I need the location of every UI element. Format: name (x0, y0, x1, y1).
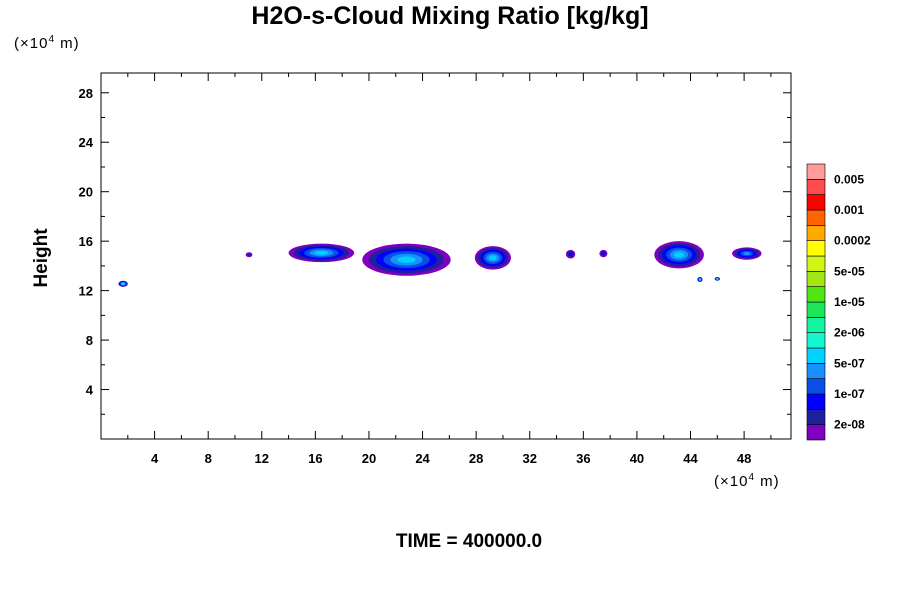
colorbar-label: 2e-06 (834, 326, 865, 340)
x-tick-label: 8 (205, 451, 212, 466)
colorbar-swatch (806, 163, 826, 180)
x-tick-label: 20 (362, 451, 376, 466)
cloud-11-level-4 (743, 252, 751, 256)
cloud-3-level-5 (314, 250, 329, 255)
x-axis-unit: (×104 m) (714, 472, 780, 490)
y-tick-label: 16 (79, 234, 93, 249)
y-tick-label: 20 (79, 185, 93, 200)
cloud-9-level-7 (699, 278, 701, 281)
colorbar-swatch (806, 317, 826, 333)
colorbar-swatch (806, 240, 826, 257)
colorbar-swatch (806, 194, 826, 211)
colorbar-swatch (806, 179, 826, 195)
colorbar-label: 0.0002 (834, 234, 871, 248)
y-tick-label: 8 (86, 333, 93, 348)
colorbar-label: 5e-07 (834, 356, 865, 370)
colorbar-swatch (806, 286, 826, 303)
y-tick-label: 4 (86, 383, 94, 398)
x-tick-label: 44 (683, 451, 698, 466)
x-tick-label: 36 (576, 451, 590, 466)
chart-title: H2O-s-Cloud Mixing Ratio [kg/kg] (251, 2, 649, 30)
y-tick-label: 24 (79, 135, 94, 150)
colorbar-swatch (806, 225, 826, 241)
cloud-regions (118, 241, 762, 287)
colorbar-label: 0.001 (834, 203, 864, 217)
colorbar-swatch (806, 424, 826, 441)
colorbar-label: 5e-05 (834, 264, 865, 278)
cloud-4-level-5 (397, 256, 416, 264)
plot-frame (100, 72, 792, 440)
cloud-6-level-2 (568, 252, 573, 256)
colorbar-swatch (806, 255, 826, 272)
colorbar-label: 1e-05 (834, 295, 865, 309)
x-tick-label: 16 (308, 451, 322, 466)
cloud-10-level-7 (716, 278, 719, 280)
colorbar-swatch (806, 409, 826, 425)
time-label: TIME = 400000.0 (395, 531, 543, 552)
colorbar-swatch (806, 347, 826, 364)
x-tick-label: 4 (151, 451, 159, 466)
colorbar-swatch (806, 363, 826, 379)
y-tick-label: 12 (79, 284, 93, 299)
cloud-5-level-5 (489, 255, 497, 261)
colorbar-swatch (806, 393, 826, 410)
colorbar-swatch (806, 301, 826, 318)
colorbar-swatch (806, 271, 826, 287)
colorbar-swatch (806, 209, 826, 226)
x-tick-label: 40 (630, 451, 644, 466)
y-tick-label: 28 (79, 86, 93, 101)
colorbar-swatch (806, 378, 826, 395)
colorbar-label: 1e-07 (834, 387, 865, 401)
cloud-2-level-1 (247, 253, 251, 257)
colorbar-label: 0.005 (834, 172, 864, 186)
x-tick-label: 32 (523, 451, 537, 466)
colorbar-label: 2e-08 (834, 418, 865, 432)
x-tick-label: 24 (415, 451, 430, 466)
cloud-1-level-7 (122, 283, 124, 285)
cloud-8-level-5 (674, 251, 685, 258)
cloud-7-level-2 (601, 252, 606, 255)
x-tick-label: 12 (255, 451, 269, 466)
colorbar: 2e-08 1e-07 5e-07 2e-06 1e-05 5e-05 0.0002 0.00… (806, 163, 871, 441)
y-axis-unit: (×104 m) (14, 34, 80, 52)
colorbar-swatch (806, 332, 826, 349)
x-tick-label: 28 (469, 451, 483, 466)
x-tick-label: 48 (737, 451, 751, 466)
